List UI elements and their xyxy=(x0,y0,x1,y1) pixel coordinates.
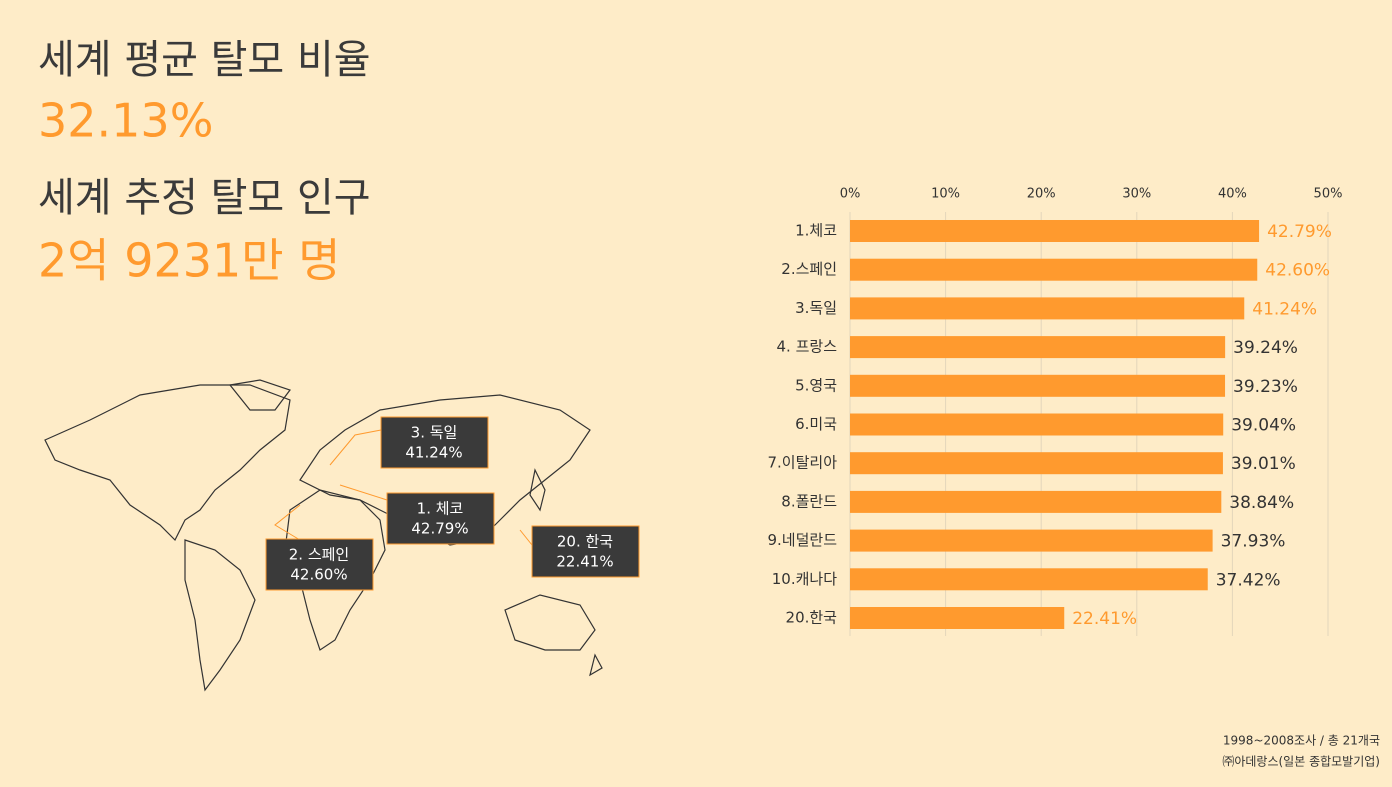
value-label: 41.24% xyxy=(1252,299,1317,319)
category-label: 9.네덜란드 xyxy=(767,531,837,549)
bar xyxy=(850,297,1245,320)
stat-value: 2억 9231만 명 xyxy=(38,234,341,288)
value-label: 39.23% xyxy=(1233,377,1298,397)
world-map xyxy=(44,379,603,692)
map-label-box xyxy=(265,538,374,591)
bar xyxy=(850,374,1226,397)
category-label: 5.영국 xyxy=(795,376,837,394)
bar xyxy=(850,336,1226,359)
category-label: 20.한국 xyxy=(786,609,838,627)
stat-value: 32.13% xyxy=(38,94,213,148)
category-label: 10.캐나다 xyxy=(772,570,837,588)
x-tick-label: 50% xyxy=(1314,187,1343,202)
value-label: 39.04% xyxy=(1231,416,1296,436)
map-label-name: 2. 스페인 xyxy=(289,546,349,564)
map-label-name: 3. 독일 xyxy=(411,424,458,442)
bar xyxy=(850,220,1260,242)
bar xyxy=(850,568,1208,591)
map-label-name: 20. 한국 xyxy=(557,533,613,551)
x-tick-label: 0% xyxy=(840,187,861,202)
bar xyxy=(850,413,1224,436)
category-label: 8.폴란드 xyxy=(781,492,837,510)
category-label: 2.스페인 xyxy=(781,260,837,278)
bar xyxy=(850,529,1213,552)
value-label: 39.01% xyxy=(1231,454,1296,474)
value-label: 38.84% xyxy=(1229,493,1294,513)
x-tick-label: 30% xyxy=(1122,187,1151,202)
x-tick-label: 10% xyxy=(931,187,960,202)
value-label: 22.41% xyxy=(1072,609,1137,629)
map-label-value: 42.79% xyxy=(411,520,468,538)
map-label-box xyxy=(531,525,640,578)
category-label: 3.독일 xyxy=(795,299,837,317)
x-tick-label: 40% xyxy=(1218,187,1247,202)
map-label-value: 41.24% xyxy=(405,444,462,462)
map-label-name: 1. 체코 xyxy=(417,500,464,518)
map-pointers xyxy=(274,429,533,546)
value-label: 37.93% xyxy=(1221,532,1286,552)
footer-note: 1998~2008조사 / 총 21개국 xyxy=(1223,734,1380,748)
footer-source: ㈜아데랑스(일본 종합모발기업) xyxy=(1222,755,1380,769)
bar xyxy=(850,607,1065,629)
x-tick-label: 20% xyxy=(1027,187,1056,202)
map-label-box xyxy=(380,416,489,469)
value-label: 42.60% xyxy=(1265,261,1330,281)
category-label: 1.체코 xyxy=(795,222,837,240)
title: 세계 추정 탈모 인구 xyxy=(38,175,371,221)
bar xyxy=(850,490,1222,513)
category-label: 7.이탈리아 xyxy=(767,454,837,472)
map-label-box xyxy=(386,492,495,545)
bar xyxy=(850,258,1258,281)
value-label: 37.42% xyxy=(1216,570,1281,590)
value-label: 42.79% xyxy=(1267,222,1332,242)
category-label: 6.미국 xyxy=(795,415,837,433)
category-label: 4. 프랑스 xyxy=(777,338,838,356)
value-label: 39.24% xyxy=(1233,338,1298,358)
bar xyxy=(850,452,1223,475)
map-label-value: 22.41% xyxy=(556,553,613,571)
map-label-value: 42.60% xyxy=(290,566,347,584)
title: 세계 평균 탈모 비율 xyxy=(38,37,371,83)
